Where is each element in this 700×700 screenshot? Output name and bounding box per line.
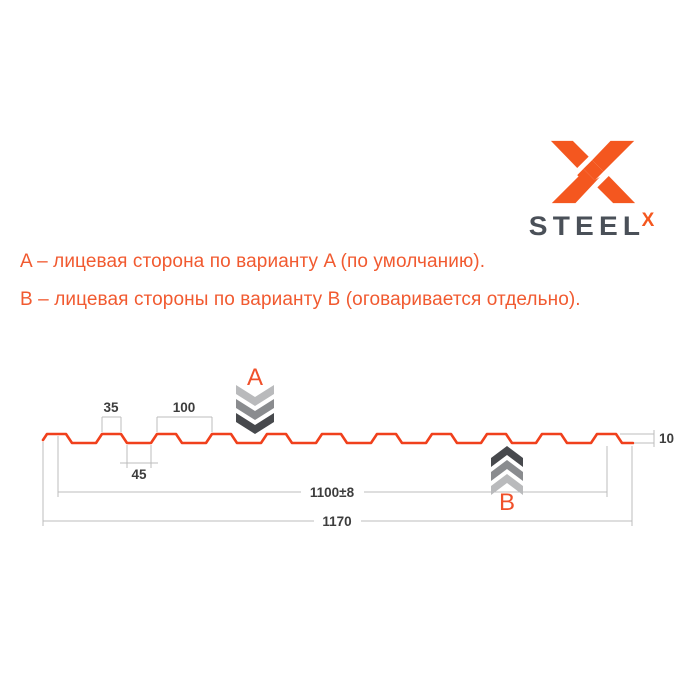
dim-height-10: 10 <box>620 430 674 447</box>
dim-crest-35: 35 <box>101 400 122 432</box>
dim-overall-1170: 1170 <box>42 442 633 529</box>
side-b-marker: B <box>491 446 523 516</box>
note-variant-b: B – лицевая стороны по варианту B (огова… <box>20 289 581 310</box>
side-a-chevron-mid <box>236 399 274 420</box>
dim-cover-1100: 1100±8 <box>57 436 608 500</box>
note-variant-a: A – лицевая сторона по варианту A (по ум… <box>20 251 486 272</box>
dim-valley-45-label: 45 <box>131 467 147 482</box>
brand-x-mark: X <box>641 210 655 231</box>
logo-center-link-upper <box>583 160 604 181</box>
dim-height-10-label: 10 <box>659 431 674 446</box>
side-b-chevron-light <box>491 474 523 495</box>
logo-arm-top-left <box>550 140 589 169</box>
dim-pitch-100: 100 <box>156 400 213 432</box>
profile-outline <box>41 432 635 445</box>
logo-arm-bottom-left <box>551 172 601 204</box>
side-b-chevron-mid <box>491 460 523 481</box>
dim-valley-45: 45 <box>120 445 158 482</box>
logo-arm-bottom-right <box>597 175 636 204</box>
logo-arm-top-right <box>592 140 635 172</box>
side-a-chevron-dark <box>236 413 274 434</box>
dim-crest-35-label: 35 <box>103 400 119 415</box>
side-b-chevron-dark <box>491 446 523 467</box>
side-a-chevron-light <box>236 385 274 406</box>
side-b-letter: B <box>499 489 515 516</box>
profile-drawing: 35 100 45 1100±8 <box>41 364 674 529</box>
side-a-marker: A <box>236 364 274 434</box>
steelx-x-icon <box>550 140 636 204</box>
dim-overall-1170-label: 1170 <box>322 514 351 529</box>
brand-text: STEEL <box>528 211 645 241</box>
dim-cover-1100-label: 1100±8 <box>310 485 355 500</box>
wordmark: STEELX <box>528 210 656 241</box>
dim-pitch-100-label: 100 <box>173 400 196 415</box>
logo: STEELX <box>522 140 664 240</box>
side-a-letter: A <box>247 364 263 391</box>
